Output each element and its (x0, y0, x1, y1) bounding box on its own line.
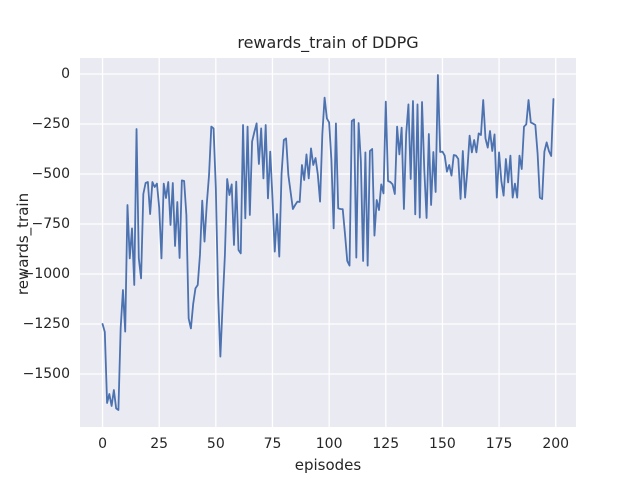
y-tick-label: −1250 (22, 316, 70, 332)
line-plot-svg (80, 58, 576, 427)
x-tick-label: 25 (150, 436, 169, 452)
x-tick-label: 200 (542, 436, 570, 452)
plot-area (80, 58, 576, 427)
rewards-train-line (101, 74, 555, 411)
y-tick-label: −250 (31, 116, 70, 132)
y-tick-label: −750 (31, 216, 70, 232)
y-tick-label: 0 (61, 66, 70, 82)
x-tick-label: 175 (485, 436, 513, 452)
y-tick-label: −1000 (22, 266, 70, 282)
y-tick-label: −1500 (22, 366, 70, 382)
x-axis-label: episodes (294, 456, 362, 474)
chart-title: rewards_train of DDPG (237, 33, 419, 52)
x-tick-label: 50 (206, 436, 225, 452)
x-tick-label: 150 (429, 436, 456, 452)
x-tick-label: 125 (372, 436, 400, 452)
x-tick-label: 0 (98, 436, 107, 452)
y-axis-label: rewards_train (14, 192, 32, 296)
x-tick-label: 100 (315, 436, 343, 452)
y-tick-label: −500 (31, 166, 70, 182)
x-tick-label: 75 (263, 436, 282, 452)
